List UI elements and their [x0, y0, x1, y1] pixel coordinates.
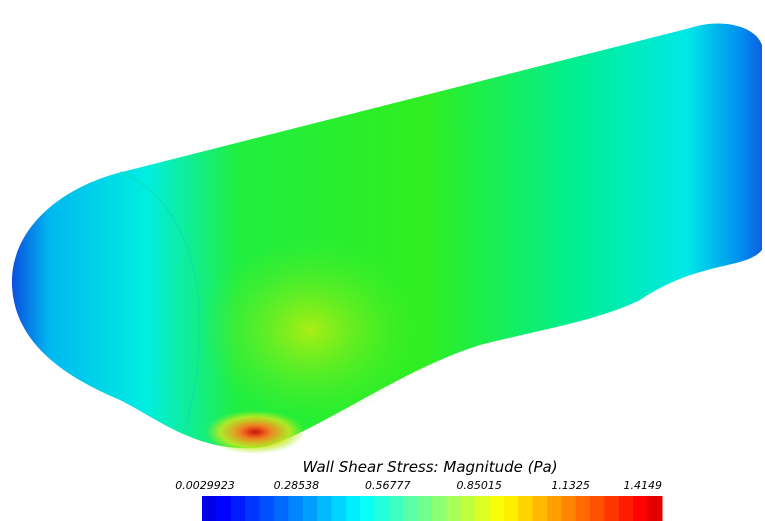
colorbar-swatch: [274, 496, 289, 521]
colorbar-swatch: [504, 496, 519, 521]
colorbar-swatch: [561, 496, 576, 521]
colorbar-tick-label: 0.85015: [456, 479, 502, 492]
colorbar-swatch: [418, 496, 433, 521]
colorbar-swatch: [432, 496, 447, 521]
colorbar-title: Wall Shear Stress: Magnitude (Pa): [302, 458, 557, 476]
colorbar-swatch: [216, 496, 231, 521]
hot-spot: [205, 410, 305, 454]
colorbar-swatch: [533, 496, 548, 521]
colorbar-swatch: [490, 496, 505, 521]
colorbar-tick-label: 1.1325: [551, 479, 590, 492]
colorbar-ticks: 0.0029923 0.28538 0.56777 0.85015 1.1325 1.41…: [175, 479, 662, 492]
colorbar-swatch: [260, 496, 275, 521]
colorbar-swatch: [605, 496, 620, 521]
colorbar-swatch: [303, 496, 318, 521]
colorbar-swatch: [331, 496, 346, 521]
colorbar-tick-label: 0.28538: [274, 479, 320, 492]
colorbar-tick-label: 1.4149: [624, 479, 663, 492]
colorbar-tick-label: 0.56777: [365, 479, 411, 492]
colorbar-swatch: [475, 496, 490, 521]
colorbar-swatch: [317, 496, 332, 521]
colorbar-swatch: [518, 496, 533, 521]
warm-region: [200, 240, 420, 420]
colorbar-swatch: [619, 496, 634, 521]
colorbar-tick-label: 0.0029923: [175, 479, 235, 492]
colorbar-swatch: [576, 496, 591, 521]
colorbar-swatch: [288, 496, 303, 521]
colorbar-swatch: [346, 496, 361, 521]
colorbar-swatch: [633, 496, 648, 521]
colorbar-swatch: [461, 496, 476, 521]
colorbar-swatch: [231, 496, 246, 521]
colorbar-swatch: [389, 496, 404, 521]
colorbar-swatch: [360, 496, 375, 521]
colorbar-swatch: [547, 496, 562, 521]
colorbar-swatch: [403, 496, 418, 521]
colorbar-swatch: [446, 496, 461, 521]
colorbar-swatch: [375, 496, 390, 521]
colorbar-swatch: [590, 496, 605, 521]
colorbar-swatch: [245, 496, 260, 521]
colorbar-swatch: [648, 496, 663, 521]
colorbar: [202, 496, 663, 521]
render-view: Wall Shear Stress: Magnitude (Pa) 0.0029…: [0, 0, 765, 521]
colorbar-swatch: [202, 496, 217, 521]
